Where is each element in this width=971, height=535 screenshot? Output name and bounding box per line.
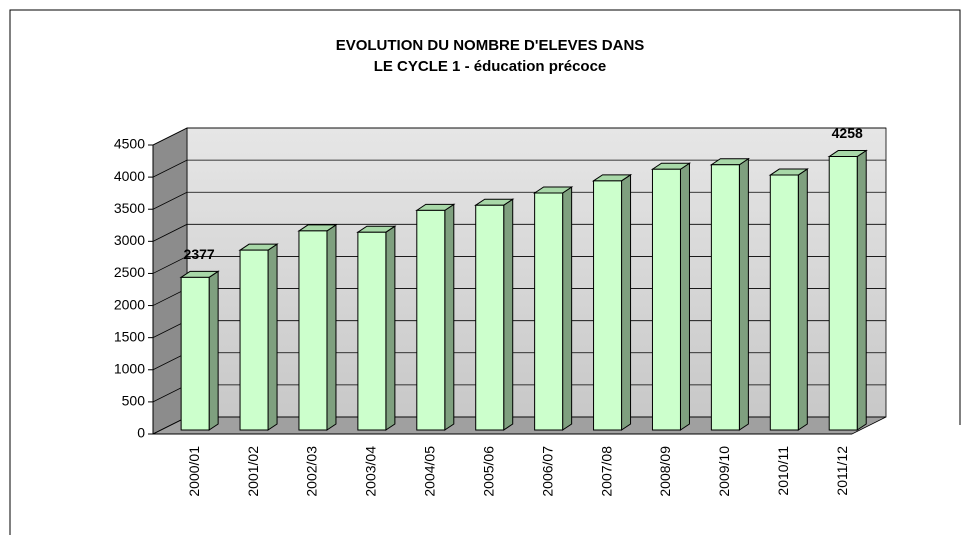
bar [768, 168, 809, 431]
bar-side [208, 270, 219, 431]
y-tick-label: 0 [137, 425, 145, 441]
y-tick-label: 2000 [114, 296, 145, 312]
bar [709, 157, 751, 431]
x-tick-label: 2000/01 [186, 446, 202, 497]
chart-title: EVOLUTION DU NOMBRE D'ELEVES DANS [336, 37, 645, 54]
x-tick-label: 2005/06 [480, 446, 496, 497]
bar [356, 225, 397, 431]
grid-line [152, 127, 886, 146]
bar-side [562, 186, 573, 431]
bar-front [298, 230, 328, 431]
bar-front [357, 231, 387, 431]
bar [827, 149, 868, 431]
bar [179, 270, 220, 431]
frame [9, 9, 961, 535]
bar-front [651, 168, 681, 431]
bar-front [416, 209, 446, 431]
bar-front [769, 174, 799, 431]
y-tick-label: 2500 [114, 264, 145, 280]
bar-front [710, 164, 740, 431]
data-label: 4258 [832, 125, 863, 141]
bar [238, 243, 279, 431]
bar [297, 223, 338, 431]
bar-side [856, 149, 867, 431]
bar-side [797, 168, 808, 431]
bar [532, 186, 574, 431]
bar [415, 203, 456, 431]
bar-front [475, 204, 505, 431]
bar-side [444, 203, 455, 431]
x-tick-label: 2006/07 [539, 446, 555, 497]
bar-side [738, 157, 749, 431]
y-tick-label: 3500 [114, 200, 145, 216]
y-tick-label: 4500 [114, 136, 145, 152]
bar [474, 198, 515, 431]
x-tick-label: 2002/03 [304, 446, 320, 497]
x-tick-label: 2001/02 [245, 446, 261, 497]
grid-line [152, 159, 886, 178]
bar-front [239, 249, 269, 431]
chart-title: LE CYCLE 1 - éducation précoce [374, 58, 607, 75]
x-tick-label: 2007/08 [598, 446, 614, 497]
x-tick-label: 2009/10 [716, 446, 732, 497]
y-tick-label: 3000 [114, 232, 145, 248]
bar-side [621, 173, 632, 431]
y-tick-label: 4000 [114, 168, 145, 184]
bar-front [828, 156, 858, 431]
y-tick-label: 500 [122, 393, 146, 409]
bar-front [534, 192, 564, 431]
bar-front [593, 180, 623, 431]
x-tick-label: 2011/12 [834, 446, 850, 496]
bar-side [267, 243, 278, 431]
bar [591, 173, 633, 431]
y-tick-label: 1000 [114, 360, 145, 376]
bar [650, 162, 692, 431]
x-tick-label: 2003/04 [363, 446, 379, 497]
data-label: 2377 [184, 246, 215, 262]
bar-side [326, 223, 337, 431]
bar-side [679, 162, 690, 431]
x-tick-label: 2010/11 [775, 446, 791, 496]
bar-side [385, 225, 396, 431]
y-tick-label: 1500 [114, 328, 145, 344]
bar-side [503, 198, 514, 431]
bar-front [180, 276, 210, 431]
x-tick-label: 2008/09 [657, 446, 673, 497]
x-tick-label: 2004/05 [422, 446, 438, 497]
